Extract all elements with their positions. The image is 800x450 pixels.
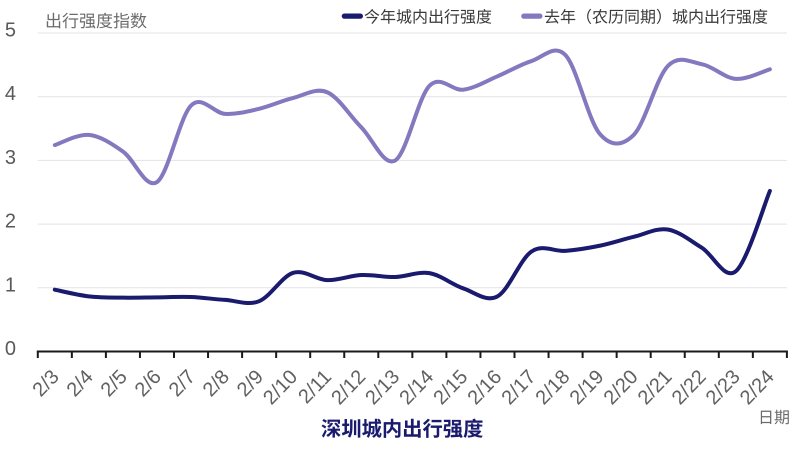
svg-text:2: 2: [5, 211, 16, 233]
svg-text:5: 5: [5, 20, 16, 42]
svg-text:4: 4: [5, 83, 16, 105]
svg-text:0: 0: [5, 338, 16, 360]
svg-text:1: 1: [5, 274, 16, 296]
svg-text:3: 3: [5, 147, 16, 169]
